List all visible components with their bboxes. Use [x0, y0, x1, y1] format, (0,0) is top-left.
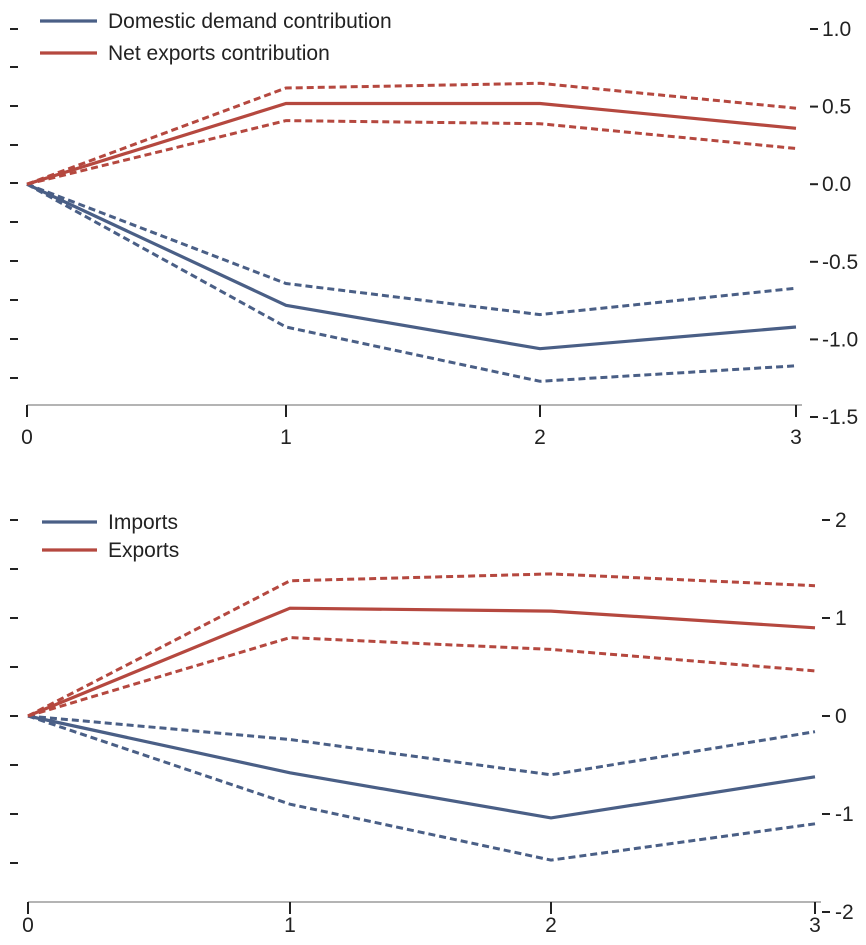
y-tick-label: 0.5 [822, 96, 851, 119]
series-lower-band [26, 182, 797, 383]
x-tick-label: 3 [790, 426, 802, 449]
top-panel: 0 1 2 3 1.0 0.5 0.0 -0.5 -1.0 -1.5 Domestic demand… [10, 10, 858, 449]
legend-label: Domestic demand contribution [108, 10, 392, 33]
series-upper-band [27, 714, 816, 777]
series-line [26, 101, 797, 186]
y-tick-label: -1.0 [822, 328, 858, 351]
x-tick-label: 0 [22, 914, 34, 937]
x-tick-label: 1 [280, 426, 292, 449]
bottom-panel: 0 1 2 3 2 1 0 -1 -2 Imports Exports [10, 509, 854, 937]
x-tick-label: 3 [809, 914, 821, 937]
series-line [27, 606, 816, 718]
y-tick-label: -0.5 [822, 251, 858, 274]
y-tick-label: 2 [835, 509, 847, 532]
x-tick-label: 1 [284, 914, 296, 937]
legend-label: Net exports contribution [108, 42, 330, 65]
series-upper-band [26, 81, 797, 186]
y-tick-label: -1.5 [822, 406, 858, 429]
series-upper-band [26, 182, 797, 317]
y-tick-label: 0 [835, 705, 847, 728]
y-tick-label: 1 [835, 607, 847, 630]
y-tick-label: 0.0 [822, 173, 851, 196]
legend-label: Imports [108, 511, 178, 534]
series-upper-band [27, 572, 816, 718]
series-line [27, 714, 816, 820]
legend-label: Exports [108, 539, 179, 562]
y-tick-label: -2 [835, 901, 854, 924]
y-tick-label: 1.0 [822, 18, 851, 41]
series-line [26, 182, 797, 351]
series-lower-band [26, 119, 797, 186]
series-lower-band [27, 636, 816, 718]
series-lower-band [27, 714, 816, 862]
x-tick-label: 2 [545, 914, 557, 937]
y-tick-label: -1 [835, 803, 854, 826]
x-tick-label: 2 [534, 426, 546, 449]
x-tick-label: 0 [21, 426, 33, 449]
